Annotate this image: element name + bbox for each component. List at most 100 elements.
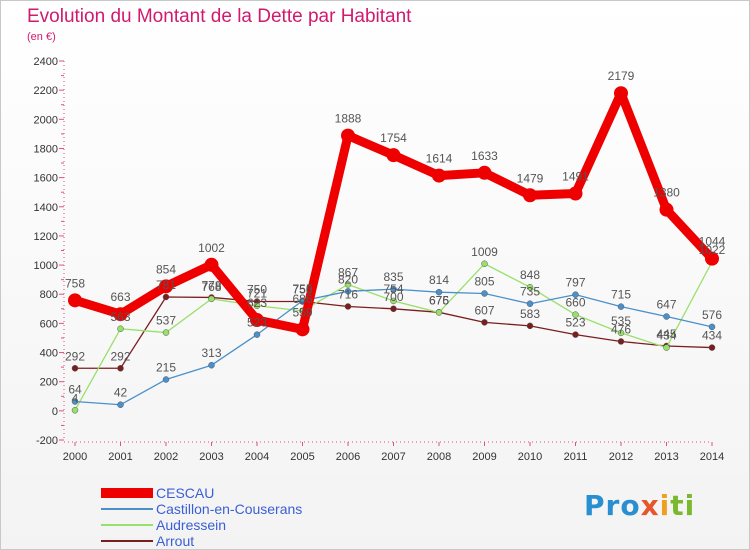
data-point-cescau [159,279,173,294]
x-tick-label: 2003 [199,451,223,463]
data-label-castillon-en-couserans: 715 [611,288,631,302]
x-tick-label: 2008 [427,451,451,463]
data-label-cescau: 2179 [608,69,635,83]
data-point-arrout [526,322,534,330]
data-label-castillon-en-couserans: 576 [702,308,722,322]
data-point-castillon-en-couserans [708,323,716,331]
data-label-castillon-en-couserans: 814 [429,273,449,287]
legend-item-arrout: Arrout [101,533,361,549]
y-tick-label: 2200 [34,85,58,97]
x-tick-label: 2001 [108,451,132,463]
x-tick-label: 2004 [245,451,269,463]
data-label-cescau: 1491 [562,170,589,184]
chart-unit: (en €) [27,31,56,43]
data-label-arrout: 750 [247,283,267,297]
data-point-audressein [617,329,625,337]
data-label-castillon-en-couserans: 523 [247,316,267,330]
data-label-cescau: 559 [292,305,312,319]
data-label-cescau: 1614 [426,152,453,166]
data-point-castillon-en-couserans [572,291,579,298]
data-point-castillon-en-couserans [390,285,397,293]
data-point-audressein [526,283,534,291]
y-tick-label: 1600 [34,173,58,185]
data-point-arrout [708,344,716,351]
data-point-cescau [432,168,446,183]
data-point-audressein [344,281,352,288]
data-point-audressein [481,260,488,268]
data-labels: 292 292 781 778 750 750 716 700 676 607 583 523 476 4… [65,69,726,405]
data-label-cescau: 663 [110,290,130,304]
y-tick-label: 2400 [34,56,58,68]
data-point-castillon-en-couserans [71,398,79,405]
data-point-cescau [386,148,401,163]
data-label-arrout: 750 [292,283,312,297]
legend-label: Castillon-en-Couserans [156,501,303,517]
data-label-castillon-en-couserans: 215 [156,361,176,375]
data-point-castillon-en-couserans [481,290,488,297]
data-point-arrout [481,319,488,326]
x-tick-label: 2012 [609,451,633,463]
data-point-audressein [162,329,170,336]
x-tick-label: 2014 [700,451,724,463]
legend-item-audressein: Audressein [101,517,361,533]
data-label-audressein: 434 [656,329,676,343]
data-label-audressein: 768 [201,280,221,294]
y-tick-label: 1400 [34,202,58,214]
legend-item-cescau: CESCAU [101,485,361,501]
data-label-cescau: 1633 [471,149,498,163]
data-point-cescau [614,86,628,101]
data-point-arrout [162,293,170,301]
data-point-castillon-en-couserans [663,313,670,320]
data-label-audressein: 848 [520,268,540,282]
chart-title: Evolution du Montant de la Dette par Hab… [27,6,412,27]
x-tick-label: 2005 [290,451,314,463]
data-point-cescau [204,257,219,272]
x-tick-label: 2013 [654,451,678,463]
legend-item-castillon: Castillon-en-Couserans [101,501,361,517]
x-tick-label: 2002 [154,451,178,463]
data-label-cescau: 1754 [380,131,407,145]
data-label-cescau: 1888 [335,112,362,126]
y-tick-label: 800 [40,289,58,301]
data-label-arrout: 523 [565,316,585,330]
legend-label: CESCAU [156,485,215,501]
x-tick-label: 2010 [518,451,542,463]
data-label-arrout: 445 [656,327,676,341]
data-point-castillon-en-couserans [208,361,215,369]
data-label-cescau: 1380 [653,186,680,200]
y-tick-label: 1200 [34,231,58,243]
x-tick-label: 2009 [472,451,496,463]
data-point-arrout [572,331,579,338]
data-point-castillon-en-couserans [162,376,170,383]
legend-label: Arrout [156,533,195,549]
data-label-audressein: 535 [611,314,631,328]
data-point-cescau [659,202,674,217]
data-label-audressein: 1022 [699,243,726,257]
data-point-cescau [250,313,264,328]
data-label-castillon-en-couserans: 805 [474,275,494,289]
axes: -200 0 200 400 600 800 1000 1200 1400 1600 1800 200… [34,56,725,463]
data-point-audressein [208,295,215,303]
x-tick-label: 2007 [381,451,405,463]
legend-swatch-arrout [101,540,153,542]
y-tick-label: 1800 [34,143,58,155]
data-point-audressein [117,325,124,333]
legend-swatch-castillon [101,508,153,510]
data-label-castillon-en-couserans: 42 [114,386,128,400]
data-label-audressein: 563 [110,310,130,324]
legend-swatch-cescau [101,488,153,498]
data-label-cescau: 623 [247,296,267,310]
data-label-arrout: 434 [702,329,722,343]
data-label-arrout: 781 [156,278,176,292]
data-label-arrout: 583 [520,307,540,321]
x-tick-label: 2011 [564,451,588,463]
proxiti-logo: Proxiti [584,489,696,522]
data-point-audressein [253,302,261,309]
y-tick-label: 1000 [34,260,58,272]
legend: CESCAU Castillon-en-Couserans Audressein… [101,485,361,549]
data-label-castillon-en-couserans: 647 [656,298,676,312]
data-point-castillon-en-couserans [617,303,625,310]
data-point-castillon-en-couserans [435,288,443,296]
data-label-castillon-en-couserans: 820 [338,272,358,286]
